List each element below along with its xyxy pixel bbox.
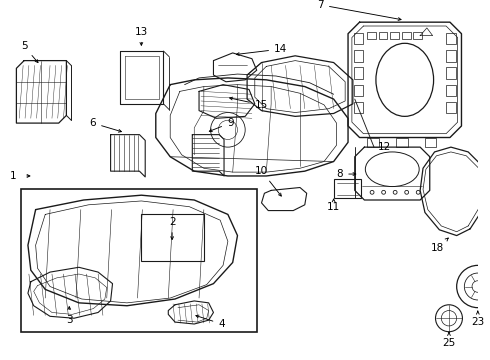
Bar (391, 32, 399, 40)
Text: 2: 2 (169, 217, 175, 239)
Text: 6: 6 (90, 118, 122, 132)
Bar (368, 138, 379, 147)
Text: 17: 17 (0, 359, 1, 360)
Bar (446, 85, 456, 96)
Bar (414, 32, 422, 40)
Bar (21, 189, 257, 332)
Text: 15: 15 (230, 97, 268, 110)
Text: 7: 7 (318, 0, 401, 21)
Text: 12: 12 (378, 142, 391, 152)
Bar (425, 138, 437, 147)
Text: 10: 10 (255, 166, 281, 196)
Bar (142, 215, 204, 261)
Text: 4: 4 (196, 315, 225, 329)
Bar (446, 67, 456, 79)
Text: 22: 22 (0, 359, 1, 360)
Bar (354, 33, 364, 44)
Text: 13: 13 (135, 27, 148, 45)
Bar (354, 67, 364, 79)
Text: 25: 25 (442, 332, 456, 348)
Text: 3: 3 (66, 307, 73, 325)
Text: 24: 24 (0, 359, 1, 360)
Text: 5: 5 (21, 41, 38, 63)
Bar (402, 32, 411, 40)
Text: 14: 14 (237, 44, 287, 55)
Bar (354, 102, 364, 113)
Text: 26: 26 (0, 359, 1, 360)
Text: 8: 8 (337, 169, 356, 179)
Text: 21: 21 (0, 359, 1, 360)
Bar (446, 50, 456, 62)
Text: 11: 11 (327, 202, 340, 212)
Text: 20: 20 (0, 359, 1, 360)
Bar (379, 32, 388, 40)
Bar (334, 179, 361, 198)
Text: 19: 19 (0, 359, 1, 360)
Text: 1: 1 (10, 171, 16, 181)
Text: 18: 18 (431, 238, 448, 253)
Bar (446, 33, 456, 44)
Text: 16: 16 (0, 359, 1, 360)
Bar (354, 50, 364, 62)
Bar (368, 32, 376, 40)
Bar (446, 102, 456, 113)
Bar (354, 85, 364, 96)
Text: 23: 23 (471, 311, 485, 327)
Bar (396, 138, 408, 147)
Text: 9: 9 (209, 118, 234, 132)
